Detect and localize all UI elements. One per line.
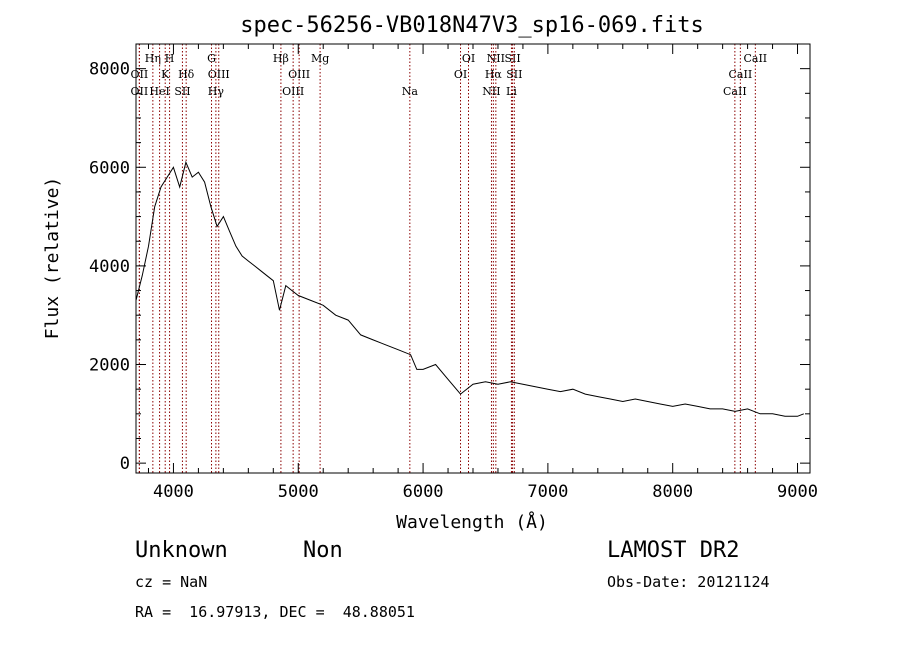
spectral-line-label: OI — [454, 68, 467, 81]
y-tick-label: 8000 — [89, 60, 130, 80]
spectral-line-label: OII — [131, 68, 149, 81]
spectral-line-label: Hβ — [273, 52, 289, 65]
spectral-line-label: Hδ — [178, 68, 195, 81]
spectral-line-label: CaII — [729, 68, 753, 81]
spectrum-series-line — [135, 160, 804, 417]
spectral-line-label: H — [165, 52, 175, 65]
x-tick-label: 7000 — [527, 482, 568, 502]
spectral-line-label: OIII — [282, 85, 304, 98]
spectral-line-label: SII — [506, 68, 522, 81]
spectral-line-label: Mg — [311, 52, 329, 65]
spectral-line-label: G — [207, 52, 216, 65]
y-tick-label: 0 — [120, 454, 130, 474]
spectral-line-label: OIII — [288, 68, 310, 81]
x-tick-label: 5000 — [278, 482, 319, 502]
spectral-line-label: Na — [402, 85, 419, 98]
observation-date: Obs-Date: 20121124 — [607, 573, 770, 591]
y-tick-label: 6000 — [89, 158, 130, 178]
spectral-line-label: Hγ — [208, 85, 225, 98]
spectral-line-label: OIII — [208, 68, 230, 81]
spectral-line-label: Hη — [145, 52, 161, 65]
x-axis-label: Wavelength (Å) — [396, 511, 548, 533]
object-class: Unknown — [135, 538, 228, 563]
redshift-cz: cz = NaN — [135, 573, 208, 591]
spectral-line-label: NII — [482, 85, 500, 98]
spectral-line-label: HeI — [149, 85, 169, 98]
y-axis-label: Flux (relative) — [42, 177, 63, 340]
x-tick-label: 8000 — [652, 482, 693, 502]
spectral-line-label: CaII — [743, 52, 767, 65]
x-tick-label: 6000 — [403, 482, 444, 502]
x-tick-label: 9000 — [777, 482, 818, 502]
spectral-line-label: Hα — [485, 68, 503, 81]
survey-name: LAMOST DR2 — [607, 538, 740, 563]
spectral-line-label: CaII — [723, 85, 747, 98]
sky-coordinates: RA = 16.97913, DEC = 48.88051 — [135, 603, 415, 621]
spectral-line-label: K — [161, 68, 170, 81]
spectral-line-label: Li — [506, 85, 517, 98]
chart-title: spec-56256-VB018N47V3_sp16-069.fits — [240, 13, 704, 38]
x-tick-label: 4000 — [153, 482, 194, 502]
y-tick-label: 4000 — [89, 257, 130, 277]
spectral-line-label: NII — [487, 52, 505, 65]
spectral-line-label: OII — [131, 85, 149, 98]
spectral-line-label: OI — [462, 52, 475, 65]
spectral-line-label: SII — [504, 52, 520, 65]
spectral-line-label: SII — [174, 85, 190, 98]
y-tick-label: 2000 — [89, 356, 130, 376]
object-subclass: Non — [303, 538, 343, 563]
